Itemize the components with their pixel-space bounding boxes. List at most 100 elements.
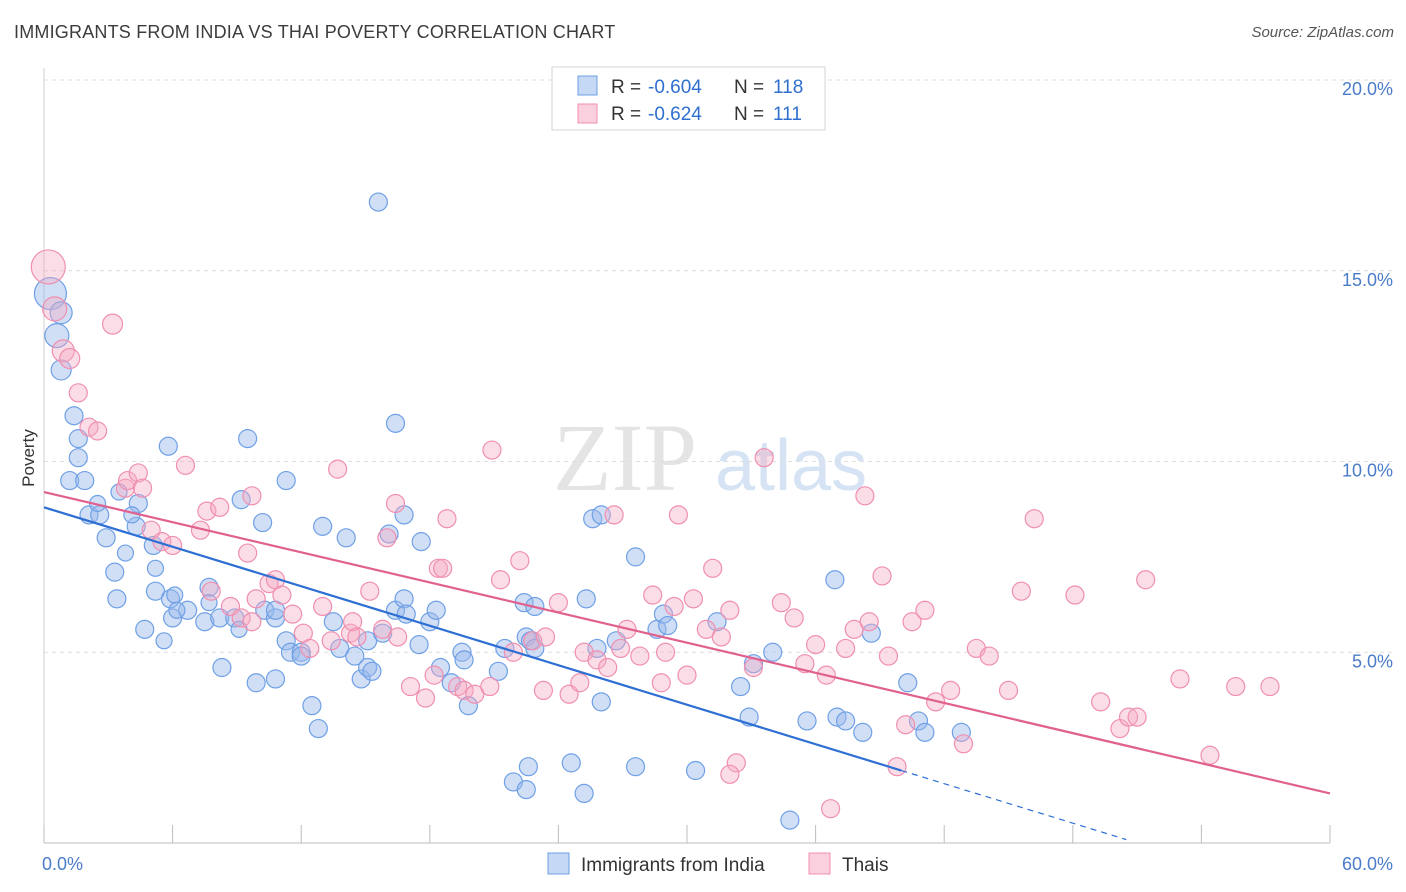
legend-r-label-thais: R = xyxy=(611,104,641,125)
point-thais xyxy=(696,619,716,639)
point-thais xyxy=(703,558,723,578)
point-thais xyxy=(902,612,922,632)
y-tick-label: 10.0% xyxy=(1342,461,1393,481)
point-thais xyxy=(743,657,764,678)
legend-swatch-india xyxy=(577,75,598,96)
point-thais xyxy=(482,440,502,460)
bottom-legend-swatch-thais xyxy=(808,852,831,875)
point-india xyxy=(396,604,416,624)
point-india xyxy=(853,722,873,742)
point-thais xyxy=(415,688,436,708)
point-india xyxy=(625,547,646,567)
point-india xyxy=(195,612,215,632)
point-thais xyxy=(720,600,740,620)
point-india xyxy=(409,635,429,655)
point-thais xyxy=(643,585,663,605)
point-thais xyxy=(1200,745,1220,765)
point-thais xyxy=(1065,585,1085,605)
point-thais xyxy=(360,581,380,601)
point-india xyxy=(411,532,431,552)
point-india xyxy=(730,676,751,697)
point-thais xyxy=(87,421,108,441)
point-thais xyxy=(915,600,935,620)
point-india xyxy=(302,696,322,716)
point-thais xyxy=(655,642,676,662)
point-thais xyxy=(896,715,916,735)
point-india xyxy=(155,632,173,650)
point-thais xyxy=(677,665,697,685)
y-tick-label: 15.0% xyxy=(1342,270,1393,290)
point-india xyxy=(60,470,80,491)
point-india xyxy=(238,429,258,449)
point-thais xyxy=(465,684,485,704)
point-thais xyxy=(231,608,251,628)
trend-line-india xyxy=(43,506,902,772)
point-india xyxy=(323,612,343,632)
point-india xyxy=(574,783,594,804)
point-india xyxy=(345,646,365,666)
point-india xyxy=(518,757,538,777)
point-thais xyxy=(246,589,266,609)
y-axis-title: Poverty xyxy=(19,429,38,487)
point-india xyxy=(105,562,125,582)
point-thais xyxy=(821,799,841,819)
legend-r-label-india: R = xyxy=(611,77,641,98)
point-india xyxy=(75,470,95,491)
point-india xyxy=(44,323,70,349)
point-india xyxy=(145,581,166,601)
point-thais xyxy=(1127,707,1147,727)
point-india xyxy=(276,470,296,491)
point-thais xyxy=(132,478,153,498)
point-india xyxy=(430,657,451,678)
point-india xyxy=(836,711,856,731)
point-india xyxy=(313,516,333,536)
point-india xyxy=(915,722,935,742)
point-thais xyxy=(373,619,393,639)
trend-line-india-extension xyxy=(901,769,1127,841)
point-india xyxy=(351,669,371,689)
bottom-legend-label-thais: Thais xyxy=(842,855,888,876)
point-thais xyxy=(630,646,650,666)
y-tick-label: 20.0% xyxy=(1342,79,1393,99)
point-india xyxy=(685,760,706,781)
watermark: ZIP atlas xyxy=(553,404,867,511)
point-india xyxy=(276,631,296,651)
point-india xyxy=(158,436,178,456)
point-thais xyxy=(651,673,671,693)
point-india xyxy=(658,615,678,636)
point-india xyxy=(576,589,596,609)
point-thais xyxy=(878,646,899,666)
point-thais xyxy=(321,631,341,651)
point-india xyxy=(265,669,286,689)
point-thais xyxy=(197,501,217,521)
point-india xyxy=(763,642,783,662)
point-thais xyxy=(377,528,397,548)
point-thais xyxy=(400,676,421,697)
point-india xyxy=(561,753,581,773)
point-india xyxy=(336,528,356,548)
point-thais xyxy=(300,638,320,659)
point-thais xyxy=(784,608,804,628)
point-thais xyxy=(535,627,556,647)
point-thais xyxy=(385,493,406,514)
point-thais xyxy=(480,676,500,697)
point-thais xyxy=(587,650,607,670)
point-thais xyxy=(805,635,826,655)
point-thais xyxy=(1091,692,1111,712)
point-india xyxy=(358,631,378,651)
point-thais xyxy=(388,627,408,647)
point-thais xyxy=(454,680,474,701)
point-thais xyxy=(1136,570,1156,590)
point-thais xyxy=(998,680,1019,701)
point-thais xyxy=(604,505,624,525)
point-thais xyxy=(68,383,88,403)
point-thais xyxy=(347,627,367,647)
point-thais xyxy=(437,509,457,529)
point-india xyxy=(951,722,971,742)
point-india xyxy=(385,413,406,433)
point-india xyxy=(797,711,817,731)
bottom-legend-label-india: Immigrants from India xyxy=(581,855,765,876)
point-thais xyxy=(1226,676,1246,697)
point-india xyxy=(231,490,251,510)
point-thais xyxy=(836,638,856,659)
